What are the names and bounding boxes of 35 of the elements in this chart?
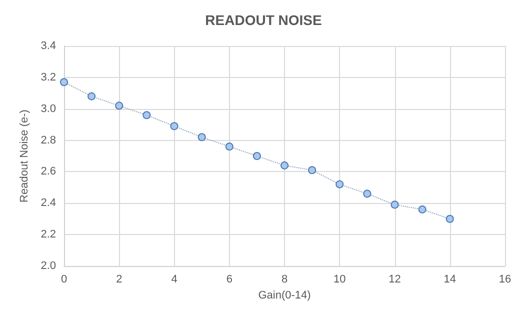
y-tick-label: 2.0 [40,260,56,272]
y-tick-label: 3.2 [40,71,56,84]
x-axis-title: Gain(0-14) [258,290,311,302]
x-tick-label: 6 [226,274,232,286]
point [225,142,234,151]
x-tick-label: 12 [388,274,401,286]
y-tick-label: 2.8 [40,134,56,146]
y-tick-label: 3.0 [40,102,56,115]
point [252,152,261,160]
point [60,78,68,86]
y-tick-label: 2.4 [40,197,56,210]
point [308,166,316,174]
point [142,111,151,120]
x-tick-label: 0 [60,274,68,286]
x-tick-label: 4 [171,274,178,286]
point [446,214,454,223]
x-tick-label: 16 [498,274,512,286]
y-axis-title: Readout Noise (e-) [18,110,30,202]
y-tick-label: 3.4 [40,40,56,52]
y-tick-label: 2.6 [40,166,56,178]
x-tick-label: 8 [281,274,288,286]
point [418,205,426,214]
point [363,190,372,198]
x-tick-label: 2 [116,274,122,286]
point [88,92,96,100]
x-tick-label: 14 [444,274,456,286]
y-tick-label: 2.2 [40,228,56,241]
point [198,133,206,142]
point [170,122,178,130]
chart-title: READOUT NOISE [205,12,322,28]
x-tick-label: 10 [334,274,346,286]
point [336,180,344,188]
point [390,200,399,209]
point [115,102,124,110]
point [280,161,288,170]
